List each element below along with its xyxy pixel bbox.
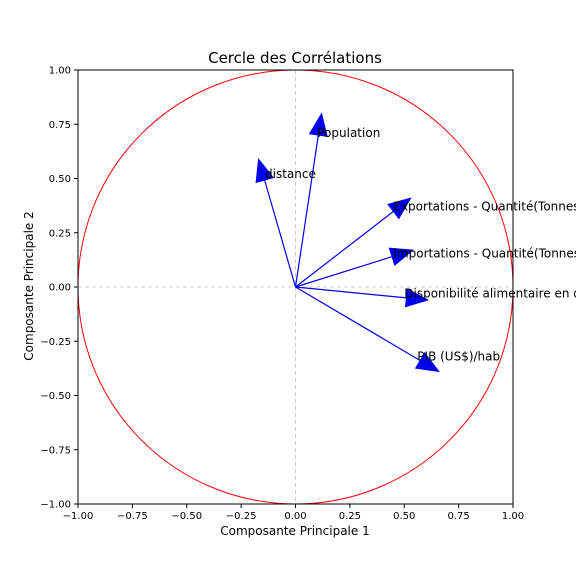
vector-arrowhead-4 (404, 288, 430, 308)
x-tick-label: 0.00 (284, 511, 306, 522)
vector-label: Population (317, 126, 380, 140)
x-tick-label: 0.25 (339, 511, 361, 522)
vector-arrowhead-2 (387, 197, 412, 220)
y-tick-label: −0.75 (40, 445, 71, 456)
vector-label: Importations - Quantité(Tonnes) (393, 246, 576, 260)
y-tick-label: 0.50 (49, 174, 71, 185)
vector-shaft-2 (295, 210, 394, 288)
y-tick-label: −0.25 (40, 337, 71, 348)
y-tick-label: −1.00 (40, 500, 71, 511)
vector-shaft-4 (295, 286, 407, 299)
y-tick-label: 0.75 (49, 120, 71, 131)
vectors-group (255, 112, 440, 373)
vector-label: Disponibilité alimentaire en quantité (k… (404, 287, 576, 301)
chart-title: Cercle des Corrélations (208, 49, 382, 67)
x-tick-label: −1.00 (63, 511, 94, 522)
y-tick-label: 0.00 (49, 283, 71, 294)
x-tick-label: 0.50 (393, 511, 415, 522)
vector-shaft-1 (264, 179, 297, 288)
vector-shaft-3 (295, 256, 393, 288)
vector-arrowhead-0 (308, 112, 328, 137)
y-tick-label: 1.00 (49, 66, 71, 77)
y-axis-label: Composante Principale 2 (22, 211, 36, 360)
y-tick-label: −0.50 (40, 391, 71, 402)
x-tick-label: 0.75 (447, 511, 469, 522)
vector-label: PIB (US$)/hab (417, 349, 500, 363)
vector-labels-group: Population distance Exportations - Quantit… (265, 126, 576, 364)
vector-arrowhead-1 (255, 157, 274, 184)
x-tick-label: −0.25 (226, 511, 257, 522)
vector-shaft-0 (294, 135, 319, 288)
x-tick-label: 1.00 (502, 511, 524, 522)
x-tick-label: −0.75 (117, 511, 148, 522)
vector-label: distance (265, 167, 316, 181)
vector-arrowhead-3 (388, 247, 414, 266)
vector-label: Exportations - Quantité(Tonnes) (393, 200, 576, 214)
vector-shaft-5 (295, 286, 421, 361)
vector-arrowhead-5 (414, 351, 440, 373)
x-tick-label: −0.50 (171, 511, 202, 522)
y-tick-label: 0.25 (49, 228, 71, 239)
x-axis-label: Composante Principale 1 (220, 524, 369, 538)
